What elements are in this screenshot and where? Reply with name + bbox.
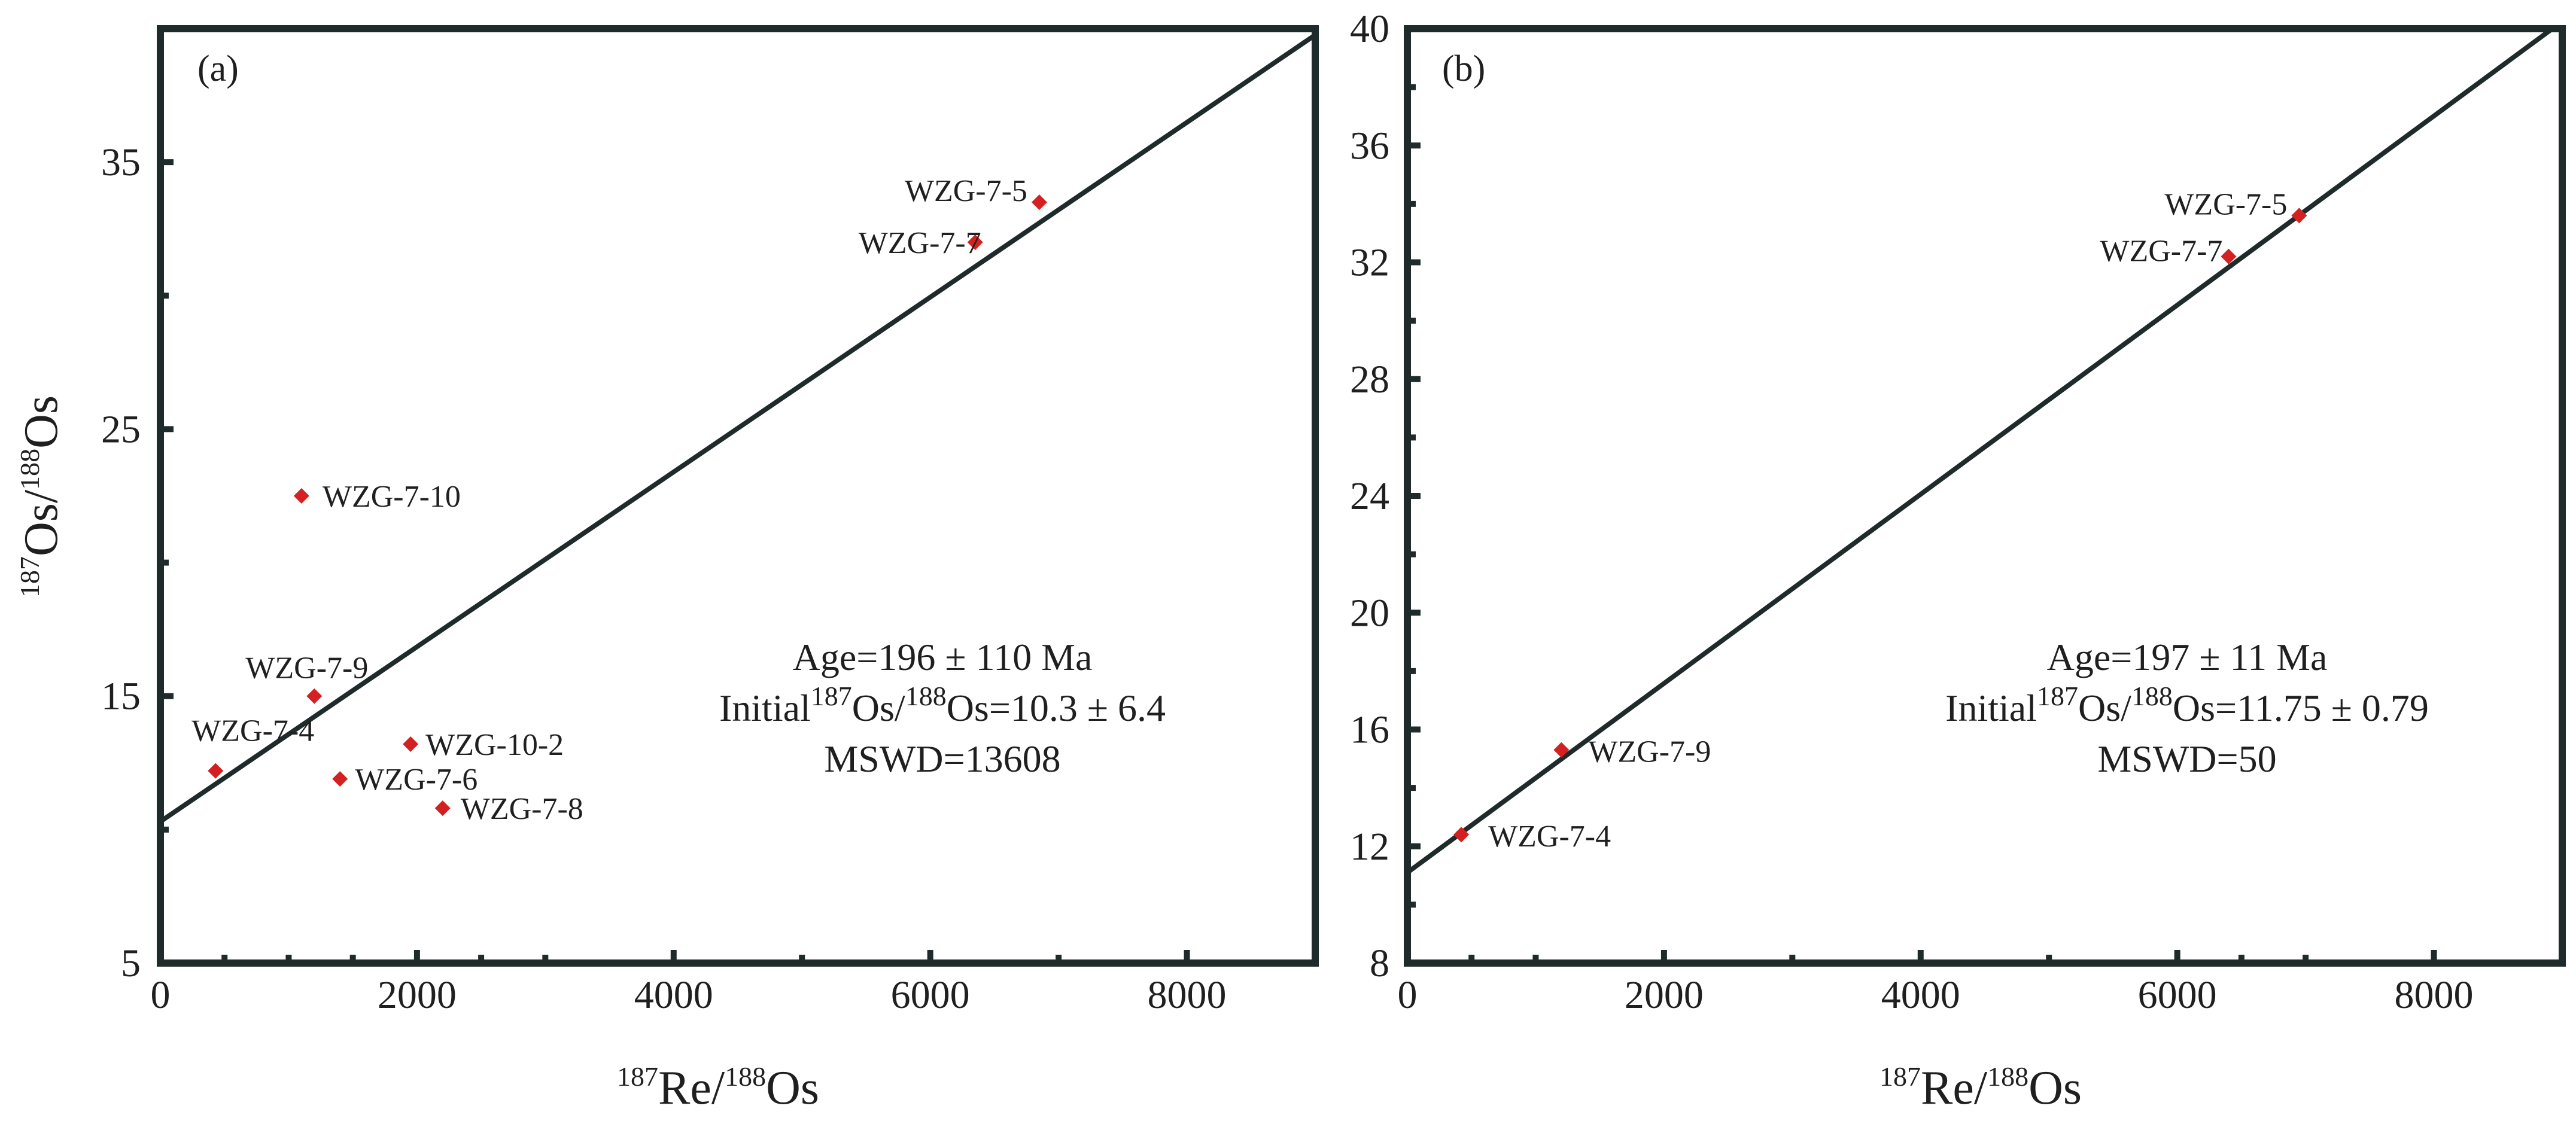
panel-b-y-tick-label: 36 (1350, 124, 1389, 167)
panel-a-point-label: WZG-7-10 (323, 480, 461, 514)
panel-b-mswd-text: MSWD=50 (2097, 738, 2276, 780)
panel-a-x-tick-label: 8000 (1148, 973, 1227, 1017)
panel-a-data-point (332, 771, 348, 787)
panel-b-y-tick-label: 40 (1350, 7, 1389, 51)
panel-a-plot-content: WZG-7-5 WZG-7-7 WZG-7-10 WZG-7-9 WZG-7-4 WZG-… (160, 33, 1315, 826)
panel-a-y-tick-label: 5 (121, 942, 141, 985)
panel-a-initial-sup2: 188 (905, 681, 947, 711)
panel-a-initial-ratio-text: Initial187Os/188Os=10.3 ± 6.4 (719, 681, 1166, 729)
panel-a-data-point (403, 736, 419, 753)
panel-b-initial-sup2: 188 (2131, 681, 2173, 711)
panel-b-data-point (1453, 827, 1470, 843)
panel-a-mswd-text: MSWD=13608 (824, 738, 1060, 780)
panel-a-point-label: WZG-7-9 (245, 651, 368, 686)
panel-b-y-tick-label: 16 (1350, 708, 1389, 752)
panel-b-y-tick-label: 24 (1350, 474, 1389, 518)
panel-b-y-tick-label: 20 (1350, 591, 1389, 635)
panel-b-age-text: Age=197 ± 11 Ma (2047, 636, 2328, 678)
panel-b: WZG-7-5 WZG-7-7 WZG-7-9 WZG-7-4 (b) 0 2000 40… (1350, 7, 2566, 1114)
panel-b-ticks: 0 2000 4000 6000 8000 8 12 16 20 24 28 32 36 40 (1350, 7, 2474, 1017)
panel-b-plot-content: WZG-7-5 WZG-7-7 WZG-7-9 WZG-7-4 (1407, 29, 2557, 875)
panel-b-initial-prefix: Initial (1945, 687, 2037, 729)
panel-b-data-point (1553, 742, 1570, 758)
panel-b-point-label: WZG-7-5 (2164, 187, 2287, 221)
panel-a-data-point (1031, 194, 1047, 211)
panel-b-isochron-line (1407, 29, 2557, 875)
panel-a-ticks: 0 2000 4000 6000 8000 5 15 25 35 (101, 141, 1227, 1017)
panel-a-point-label: WZG-7-4 (191, 714, 314, 748)
panel-b-xlabel-base1: Re/ (1921, 1062, 1988, 1114)
panel-b-initial-sup1: 187 (2037, 681, 2078, 711)
panel-b-data-point (2221, 248, 2237, 264)
panel-b-xlabel-sup2: 188 (1987, 1061, 2028, 1092)
panel-a-x-tick-label: 2000 (378, 973, 457, 1017)
panel-a-x-axis-title: 187Re/188Os (617, 1061, 819, 1114)
panel-a-initial-mid: Os/ (852, 687, 905, 729)
panel-a-isochron-line (160, 33, 1315, 824)
panel-a-initial-sup1: 187 (811, 681, 852, 711)
panel-b-initial-mid: Os/ (2078, 687, 2131, 729)
panel-b-x-tick-label: 0 (1398, 973, 1418, 1017)
panel-a-point-label: WZG-7-5 (905, 174, 1027, 208)
panel-b-xlabel-base2: Os (2028, 1062, 2082, 1114)
panel-b-xlabel-sup1: 187 (1879, 1061, 1921, 1092)
panel-a-frame (157, 25, 1319, 967)
panel-b-y-tick-label: 32 (1350, 241, 1389, 285)
panel-a-x-tick-label: 4000 (634, 973, 713, 1017)
panel-a-ylabel-base2: Os (15, 395, 68, 449)
panel-a-initial-suffix: Os=10.3 ± 6.4 (947, 687, 1166, 729)
panel-b-x-tick-label: 2000 (1625, 973, 1704, 1017)
panel-a-initial-prefix: Initial (719, 687, 811, 729)
panel-a-xlabel-sup1: 187 (617, 1061, 658, 1092)
panel-a-y-tick-label: 35 (101, 141, 141, 184)
panel-a-ylabel-base1: Os/ (15, 489, 68, 556)
panel-b-point-label: WZG-7-7 (2100, 234, 2222, 269)
panel-b-x-tick-label: 6000 (2138, 973, 2217, 1017)
panel-a-point-label: WZG-7-6 (355, 763, 478, 797)
panel-a-point-label: WZG-7-8 (461, 792, 583, 826)
panel-a-data-point (208, 763, 224, 779)
panel-a-x-tick-label: 6000 (891, 973, 970, 1017)
panel-a-data-point (434, 800, 451, 817)
panel-b-y-tick-label: 28 (1350, 358, 1389, 401)
panel-a-xlabel-sup2: 188 (725, 1061, 766, 1092)
panel-a-data-point (967, 234, 983, 251)
panel-b-x-tick-label: 8000 (2395, 973, 2474, 1017)
panel-a-label: (a) (197, 48, 239, 89)
panel-a-ylabel-sup2: 188 (14, 449, 45, 490)
panel-b-point-label: WZG-7-9 (1588, 735, 1711, 769)
panel-a-ylabel-sup1: 187 (14, 556, 45, 598)
panel-a-point-label: WZG-7-7 (859, 226, 981, 260)
panel-a-point-label: WZG-10-2 (425, 728, 564, 762)
panel-b-data-point (2291, 208, 2307, 224)
panel-a-y-axis-title: 187Os/188Os (14, 395, 68, 598)
panel-b-y-tick-label: 12 (1350, 825, 1389, 869)
panel-a-age-text: Age=196 ± 110 Ma (793, 636, 1093, 678)
panel-b-initial-suffix: Os=11.75 ± 0.79 (2173, 687, 2429, 729)
panel-a-y-tick-label: 25 (101, 407, 141, 451)
panel-a-data-point (306, 688, 323, 704)
panel-a-x-tick-label: 0 (151, 973, 171, 1017)
panel-a-data-point (293, 488, 309, 504)
panel-b-label: (b) (1442, 48, 1485, 89)
panel-b-point-label: WZG-7-4 (1488, 820, 1611, 854)
panel-b-x-tick-label: 4000 (1881, 973, 1960, 1017)
panel-b-x-axis-title: 187Re/188Os (1879, 1061, 2082, 1114)
panel-a: WZG-7-5 WZG-7-7 WZG-7-10 WZG-7-9 WZG-7-4 WZG-… (14, 25, 1319, 1114)
panel-a-xlabel-base2: Os (766, 1062, 819, 1114)
panel-a-xlabel-base1: Re/ (658, 1062, 725, 1114)
panel-a-y-tick-label: 15 (101, 675, 141, 718)
panel-b-initial-ratio-text: Initial187Os/188Os=11.75 ± 0.79 (1945, 681, 2429, 729)
panel-b-y-tick-label: 8 (1370, 942, 1389, 985)
